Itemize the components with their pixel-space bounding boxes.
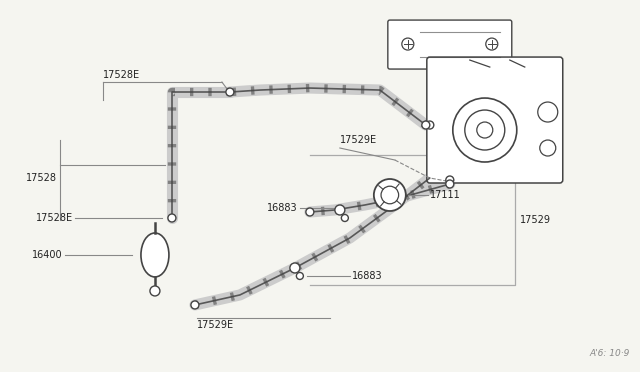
- FancyBboxPatch shape: [427, 57, 563, 183]
- Circle shape: [290, 263, 300, 273]
- Circle shape: [296, 272, 303, 279]
- Circle shape: [446, 176, 454, 184]
- Circle shape: [341, 215, 348, 221]
- Circle shape: [465, 110, 505, 150]
- Text: 16883: 16883: [268, 203, 298, 213]
- Circle shape: [335, 205, 345, 215]
- Circle shape: [477, 122, 493, 138]
- Circle shape: [422, 121, 430, 129]
- Text: 16883: 16883: [352, 271, 383, 281]
- Circle shape: [150, 286, 160, 296]
- Circle shape: [426, 121, 434, 129]
- FancyBboxPatch shape: [388, 20, 512, 69]
- Circle shape: [306, 208, 314, 216]
- Circle shape: [226, 88, 234, 96]
- Text: 17528E: 17528E: [103, 70, 140, 80]
- Circle shape: [402, 38, 414, 50]
- Circle shape: [540, 140, 556, 156]
- Circle shape: [374, 179, 406, 211]
- Circle shape: [168, 214, 176, 222]
- Circle shape: [381, 186, 399, 204]
- Text: A'6: 10·9: A'6: 10·9: [589, 349, 630, 358]
- Circle shape: [453, 98, 516, 162]
- Ellipse shape: [141, 233, 169, 277]
- Text: 16400: 16400: [33, 250, 63, 260]
- Circle shape: [446, 180, 454, 188]
- Text: 17528: 17528: [26, 173, 57, 183]
- Circle shape: [538, 102, 558, 122]
- Circle shape: [486, 38, 498, 50]
- Text: 17111: 17111: [430, 190, 461, 200]
- Text: 17529: 17529: [520, 215, 551, 225]
- Circle shape: [191, 301, 199, 309]
- Text: 17528E: 17528E: [36, 213, 73, 223]
- Text: 17529E: 17529E: [340, 135, 377, 145]
- Text: 17529E: 17529E: [197, 320, 234, 330]
